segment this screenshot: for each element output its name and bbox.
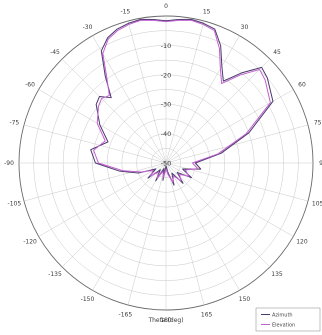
angle-tick-label: 15 [203, 8, 211, 15]
angle-tick-labels: 0 15 30 45 60 75 90 105 120 135 150 165 180 -165 -150 -… [4, 3, 322, 324]
radial-tick-label: -20 [161, 71, 172, 79]
grid-spoke [92, 35, 167, 164]
grid-spoke [165, 89, 294, 164]
angle-tick-label: 0 [164, 3, 168, 10]
legend-label-azimuth: Azimuth [272, 313, 293, 319]
grid-spoke [165, 162, 271, 268]
radial-tick-labels: -50 -40 -30 -20 -10 [161, 42, 172, 168]
angle-tick-label: 45 [273, 49, 281, 56]
angle-tick-label: 90 [319, 160, 322, 167]
angle-tick-label: -90 [4, 160, 14, 167]
angle-tick-label: -45 [50, 49, 60, 56]
grid-spoke [61, 58, 167, 164]
angle-tick-label: -60 [25, 82, 35, 89]
grid-spoke [38, 89, 167, 164]
grid-spoke [127, 20, 167, 164]
angle-tick-label: -15 [120, 8, 130, 15]
angle-tick-label: 150 [239, 296, 251, 303]
grid-spoke [92, 162, 167, 291]
grid-spoke [61, 162, 167, 268]
radial-tick-label: -50 [161, 160, 172, 168]
x-axis-label: Theta (deg) [147, 317, 183, 324]
angle-tick-label: -30 [83, 24, 93, 31]
grid-spoke [38, 162, 167, 237]
data-series [90, 18, 274, 186]
grid-spoke [23, 162, 167, 202]
series-line-elevation [93, 19, 271, 183]
angle-tick-label: 30 [241, 24, 249, 31]
grid-spoke [165, 35, 240, 164]
angle-tick-label: 75 [314, 119, 322, 126]
angle-tick-label: 120 [296, 239, 308, 246]
radial-tick-label: -30 [161, 101, 172, 109]
angle-tick-label: -150 [81, 296, 95, 303]
legend-label-elevation: Elevation [272, 323, 295, 329]
angle-tick-label: 60 [298, 82, 306, 89]
angle-tick-label: 135 [271, 271, 283, 278]
angle-tick-label: -135 [48, 271, 62, 278]
angle-tick-label: 105 [312, 201, 322, 208]
legend-box [255, 307, 321, 332]
grid-spoke [165, 162, 205, 306]
angle-tick-label: 165 [201, 312, 213, 319]
grid-spoke [165, 162, 240, 291]
angle-tick-label: 180 [160, 317, 172, 324]
radial-tick-label: -40 [161, 130, 172, 138]
grid-spoke [165, 162, 294, 237]
grid-spoke [165, 58, 271, 164]
angle-tick-label: -105 [8, 201, 22, 208]
angle-tick-label: -120 [23, 239, 37, 246]
grid-spoke [165, 20, 205, 164]
angle-tick-label: -75 [9, 119, 19, 126]
polar-grid [18, 15, 314, 311]
radial-tick-label: -10 [161, 42, 172, 50]
series-line-azimuth [90, 18, 274, 186]
angle-tick-label: -165 [119, 312, 133, 319]
grid-spoke [127, 162, 167, 306]
grid-spoke [23, 124, 167, 164]
legend: Azimuth Elevation [255, 307, 321, 332]
grid-spoke [165, 124, 309, 164]
